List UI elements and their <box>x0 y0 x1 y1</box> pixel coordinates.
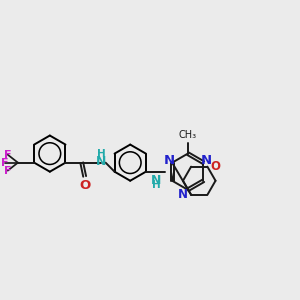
Text: F: F <box>4 150 11 160</box>
Text: N: N <box>151 173 161 187</box>
Text: CH₃: CH₃ <box>179 130 197 140</box>
Text: N: N <box>96 155 106 168</box>
Text: H: H <box>97 149 105 159</box>
Text: O: O <box>79 179 90 192</box>
Text: F: F <box>1 158 9 168</box>
Text: N: N <box>201 154 212 167</box>
Text: O: O <box>210 160 220 173</box>
Text: H: H <box>152 180 160 190</box>
Text: N: N <box>164 154 175 167</box>
Text: N: N <box>178 188 188 201</box>
Text: F: F <box>4 166 11 176</box>
